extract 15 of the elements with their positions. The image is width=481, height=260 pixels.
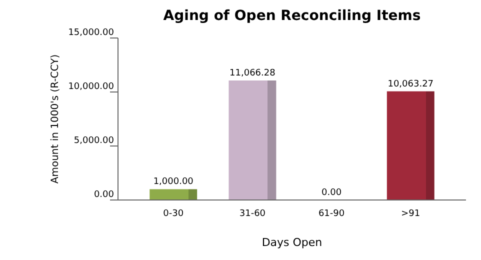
data-label: 0.00 bbox=[322, 188, 342, 198]
x-axis-title: Days Open bbox=[262, 236, 322, 249]
x-tick-label: >91 bbox=[401, 209, 420, 219]
y-tick-label: 5,000.00 bbox=[74, 136, 114, 146]
x-tick-label: 61-90 bbox=[318, 209, 345, 219]
data-label: 1,000.00 bbox=[153, 177, 194, 188]
y-tick-label: 15,000.00 bbox=[68, 28, 114, 38]
x-tick-label: 31-60 bbox=[239, 209, 266, 219]
y-axis-title: Amount in 1000's (R-CCY) bbox=[50, 54, 61, 184]
data-label: 11,066.28 bbox=[230, 68, 276, 78]
y-tick-label: 10,000.00 bbox=[68, 82, 114, 92]
data-label: 10,063.27 bbox=[388, 79, 434, 90]
chart-title: Aging of Open Reconciling Items bbox=[163, 8, 421, 24]
y-tick-label: 0.00 bbox=[94, 190, 114, 200]
x-tick-label: 0-30 bbox=[163, 209, 184, 219]
